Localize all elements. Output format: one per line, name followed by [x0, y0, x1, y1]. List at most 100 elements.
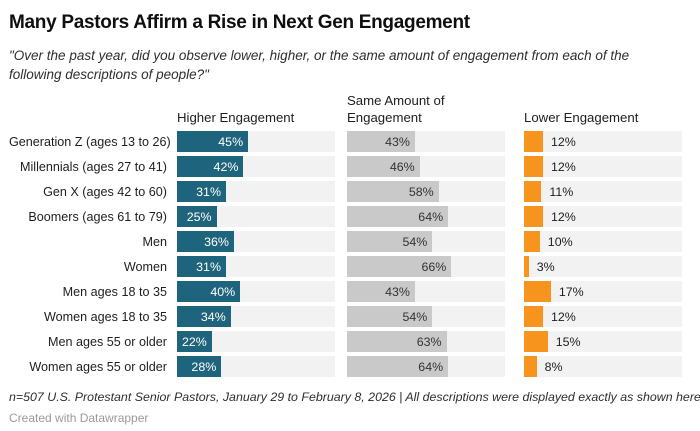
- bar-track: 63%: [347, 331, 505, 353]
- datawrapper-attribution: Created with Datawrapper: [9, 411, 149, 426]
- bar-segment: [524, 256, 529, 278]
- bar-track: 64%: [347, 206, 505, 228]
- bar-track: 54%: [347, 231, 505, 253]
- bar-track: 8%: [524, 356, 682, 378]
- bar-value-label: 25%: [186, 209, 212, 224]
- bar-value-label: 36%: [204, 234, 229, 249]
- bar-value-label: 66%: [421, 259, 447, 274]
- bar-segment: [524, 356, 537, 378]
- bar-value-label: 54%: [402, 234, 428, 249]
- bar-value-label: 3%: [536, 259, 555, 274]
- table-row: Men ages 55 or older 22% 63% 15%: [9, 331, 682, 353]
- bar-value-label: 43%: [385, 134, 410, 149]
- bar-track: 42%: [177, 156, 335, 178]
- table-row: Women ages 18 to 35 34% 54% 12%: [9, 306, 682, 328]
- bar-track: 3%: [524, 256, 682, 278]
- chart-rows: Generation Z (ages 13 to 26) 45% 43% 12% Mil…: [9, 131, 682, 378]
- row-label: Men: [142, 234, 168, 249]
- bar-track: 66%: [347, 256, 505, 278]
- bar-track: 43%: [347, 131, 505, 153]
- bar-segment: [524, 281, 551, 303]
- column-headers: Higher Engagement Same Amount of Engagem…: [9, 93, 682, 126]
- bar-segment: 63%: [347, 331, 447, 353]
- bar-value-label: 12%: [550, 159, 576, 174]
- bar-value-label: 12%: [550, 209, 576, 224]
- row-label: Boomers (ages 61 to 79): [28, 209, 167, 224]
- bar-segment: 34%: [177, 306, 231, 328]
- bar-segment: 25%: [177, 206, 217, 228]
- bar-value-label: 43%: [385, 284, 410, 299]
- bar-track: 54%: [347, 306, 505, 328]
- bar-segment: 31%: [177, 181, 226, 203]
- bar-segment: 36%: [177, 231, 234, 253]
- bar-track: 43%: [347, 281, 505, 303]
- bar-track: 31%: [177, 181, 335, 203]
- bar-track: 40%: [177, 281, 335, 303]
- bar-track: 28%: [177, 356, 335, 378]
- bar-track: 10%: [524, 231, 682, 253]
- column-header-lower-engagement: Lower Engagement: [524, 109, 639, 125]
- bar-track: 25%: [177, 206, 335, 228]
- bar-segment: 43%: [347, 131, 415, 153]
- table-row: Men ages 18 to 35 40% 43% 17%: [9, 281, 682, 303]
- bar-value-label: 10%: [547, 234, 573, 249]
- bar-value-label: 15%: [555, 334, 581, 349]
- bar-segment: 46%: [347, 156, 420, 178]
- table-row: Gen X (ages 42 to 60) 31% 58% 11%: [9, 181, 682, 203]
- row-label: Women ages 55 or older: [29, 359, 167, 374]
- bar-track: 58%: [347, 181, 505, 203]
- bar-segment: [524, 131, 543, 153]
- row-label: Men ages 18 to 35: [62, 284, 167, 299]
- bar-value-label: 12%: [550, 134, 576, 149]
- table-row: Men 36% 54% 10%: [9, 231, 682, 253]
- bar-segment: [524, 181, 542, 203]
- bar-value-label: 40%: [210, 284, 236, 299]
- bar-segment: [524, 206, 543, 228]
- bar-track: 17%: [524, 281, 682, 303]
- bar-value-label: 17%: [558, 284, 584, 299]
- bar-segment: 31%: [177, 256, 226, 278]
- bar-segment: [524, 231, 540, 253]
- table-row: Generation Z (ages 13 to 26) 45% 43% 12%: [9, 131, 682, 153]
- bar-track: 12%: [524, 206, 682, 228]
- bar-value-label: 45%: [218, 134, 244, 149]
- bar-value-label: 31%: [196, 184, 221, 199]
- bar-value-label: 46%: [389, 159, 415, 174]
- bar-track: 12%: [524, 306, 682, 328]
- bar-value-label: 64%: [418, 359, 444, 374]
- bar-track: 22%: [177, 331, 335, 353]
- row-label: Women: [123, 259, 167, 274]
- table-row: Women 31% 66% 3%: [9, 256, 682, 278]
- chart-title: Many Pastors Affirm a Rise in Next Gen E…: [9, 12, 470, 33]
- bar-track: 34%: [177, 306, 335, 328]
- bar-segment: 45%: [177, 131, 249, 153]
- bar-track: 46%: [347, 156, 505, 178]
- bar-segment: 58%: [347, 181, 439, 203]
- row-label: Millennials (ages 27 to 41): [19, 159, 167, 174]
- bar-track: 12%: [524, 131, 682, 153]
- bar-value-label: 42%: [213, 159, 239, 174]
- bar-value-label: 12%: [550, 309, 576, 324]
- bar-value-label: 34%: [200, 309, 226, 324]
- column-header-higher-engagement: Higher Engagement: [177, 109, 295, 125]
- bar-value-label: 8%: [544, 359, 563, 374]
- bar-value-label: 11%: [549, 184, 574, 199]
- bar-segment: 40%: [177, 281, 241, 303]
- chart-subtitle: "Over the past year, did you observe low…: [9, 47, 630, 82]
- row-label: Generation Z (ages 13 to 26): [9, 134, 171, 149]
- column-header-same-amount: Same Amount of Engagement: [347, 93, 445, 125]
- table-row: Boomers (ages 61 to 79) 25% 64% 12%: [9, 206, 682, 228]
- bar-track: 11%: [524, 181, 682, 203]
- bar-segment: 42%: [177, 156, 244, 178]
- bar-segment: 28%: [177, 356, 222, 378]
- bar-track: 31%: [177, 256, 335, 278]
- row-label: Gen X (ages 42 to 60): [43, 184, 167, 199]
- bar-segment: 22%: [177, 331, 212, 353]
- bar-value-label: 54%: [402, 309, 428, 324]
- bar-value-label: 22%: [181, 334, 207, 349]
- bar-track: 36%: [177, 231, 335, 253]
- table-row: Women ages 55 or older 28% 64% 8%: [9, 356, 682, 378]
- bar-segment: [524, 156, 543, 178]
- chart-note: n=507 U.S. Protestant Senior Pastors, Ja…: [9, 390, 700, 405]
